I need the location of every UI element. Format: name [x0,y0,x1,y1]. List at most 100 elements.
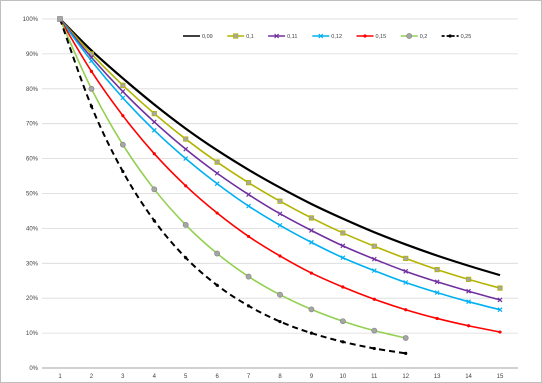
data-point [372,346,376,351]
legend-label: 0,1 [246,34,254,40]
legend-marker [318,33,324,39]
data-point [308,215,315,221]
legend-item: 0,12 [312,33,342,40]
data-point [308,306,315,313]
legend-item: 0,2 [400,33,427,40]
data-point [120,95,126,101]
y-tick-label: 10% [26,331,39,337]
data-point [151,186,158,193]
data-point [277,198,283,204]
x-tick-label: 10 [340,374,347,380]
data-point [121,169,125,174]
data-point [402,335,409,341]
x-tick-label: 2 [90,374,94,380]
data-point [88,85,95,92]
data-point [404,351,408,355]
data-point [403,255,409,262]
legend-label: 0,12 [331,34,342,40]
x-tick-label: 12 [402,374,409,380]
legend-marker [233,33,239,39]
data-point [403,280,409,285]
data-point [434,266,440,273]
x-tick-label: 5 [184,374,188,380]
y-tick-label: 30% [26,261,39,267]
x-tick-label: 14 [465,374,472,380]
data-point [371,243,377,249]
series-line [59,18,406,339]
series-0-25 [59,18,408,355]
data-point [341,340,345,344]
legend-label: 0,25 [461,34,472,40]
data-point [277,211,283,217]
data-point [498,330,502,334]
data-point [120,82,126,88]
data-point [246,203,251,209]
y-tick-label: 90% [26,52,39,58]
data-point [371,256,377,262]
legend-label: 0,09 [202,34,213,40]
data-point [340,230,346,236]
legend-marker [448,34,452,38]
data-point [278,254,282,258]
data-point [246,192,251,197]
data-point [184,256,188,260]
legend-label: 0,11 [287,34,297,40]
y-tick-label: 20% [26,296,39,302]
data-point [183,136,189,142]
data-point [89,69,94,73]
y-tick-label: 80% [26,87,39,93]
data-point [151,127,157,133]
data-point [89,58,94,64]
data-point [309,239,314,245]
data-point [277,222,283,228]
data-point [372,297,376,301]
series-0-12 [59,18,503,313]
legend-marker [363,34,367,38]
data-point [309,331,314,335]
data-point [434,290,440,296]
data-point [152,219,156,223]
data-point [340,243,346,249]
data-point [214,181,220,187]
data-point [214,159,220,165]
y-tick-label: 0% [29,366,38,372]
x-tick-label: 11 [371,374,378,380]
series-line [59,18,501,289]
series-0-09 [59,18,501,277]
data-point [403,268,409,274]
data-point [183,156,189,162]
data-point [340,255,346,261]
data-point [309,228,314,233]
legend-item: 0,25 [441,34,472,40]
legend-label: 0,15 [376,34,387,40]
data-point [497,297,503,303]
data-point [245,273,252,280]
data-point [245,180,252,186]
data-point [215,283,219,287]
data-point [404,308,408,312]
data-point [151,110,157,117]
data-point [497,285,503,291]
x-tick-label: 6 [215,374,219,380]
data-point [465,276,472,282]
legend-item: 0,09 [183,34,213,40]
data-point [246,304,251,308]
series-0-15 [59,18,502,334]
data-point [466,288,471,294]
x-tick-label: 3 [121,374,125,380]
legend-item: 0,15 [356,34,387,40]
data-point [466,299,471,305]
y-tick-label: 70% [26,122,39,128]
series-0-11 [59,18,503,303]
data-point [309,271,314,275]
x-tick-label: 7 [247,374,251,380]
x-tick-label: 9 [310,374,314,380]
y-tick-label: 60% [26,157,39,163]
data-point [246,234,251,239]
data-point [57,16,63,22]
y-tick-label: 40% [26,226,39,232]
data-point [278,319,282,324]
series-0-2 [59,18,409,341]
